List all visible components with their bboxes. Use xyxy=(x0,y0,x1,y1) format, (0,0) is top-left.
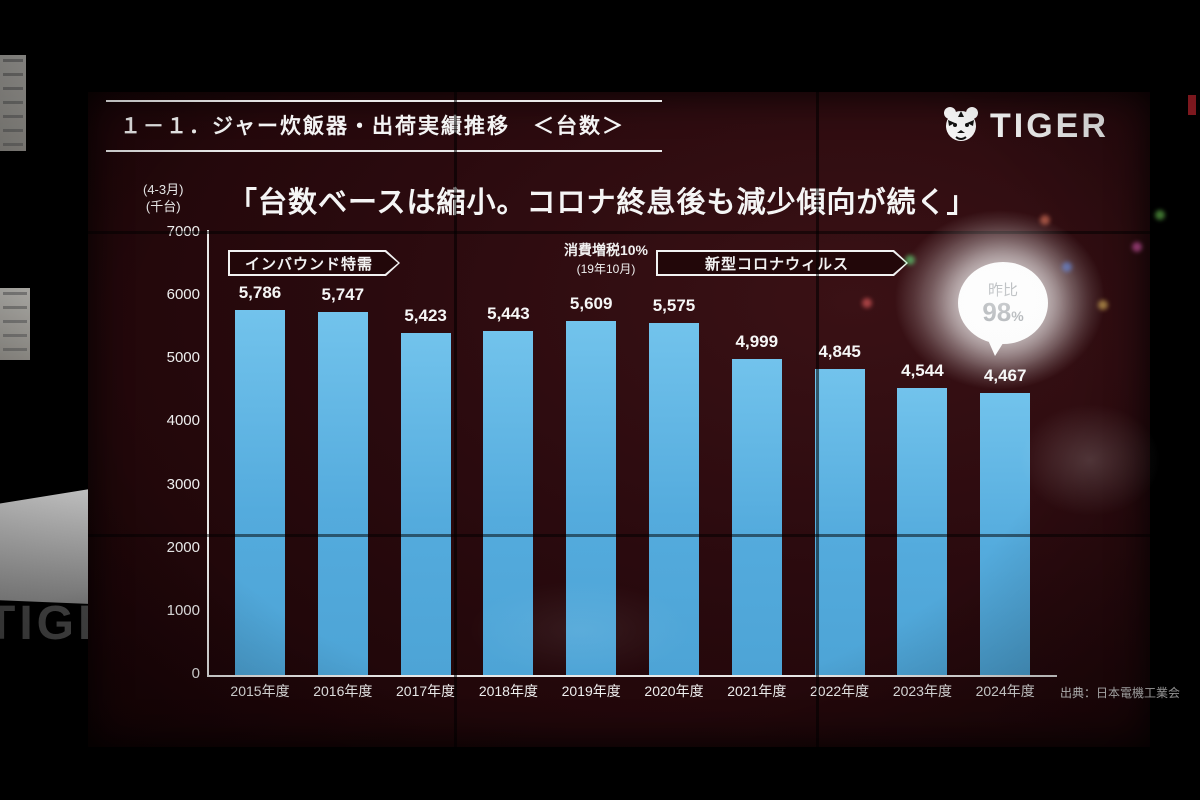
bar xyxy=(317,312,368,675)
bar xyxy=(897,388,948,675)
source-credit: 出典：日本電機工業会 xyxy=(1060,686,1181,700)
bar-value-label: 4,467 xyxy=(983,365,1027,385)
callout-inbound-label: インバウンド特需 xyxy=(244,255,373,273)
bar-value-label: 5,786 xyxy=(238,282,282,302)
bar-value-label: 5,575 xyxy=(652,295,696,315)
x-category-label: 2023年度 xyxy=(892,683,952,699)
x-category-label: 2018年度 xyxy=(478,683,538,699)
x-category-label: 2019年度 xyxy=(561,683,621,699)
callout-corona: 新型コロナウィルス xyxy=(656,250,908,276)
bar-value-label: 5,443 xyxy=(487,304,530,324)
bar-value-label: 5,747 xyxy=(321,285,365,305)
x-category-label: 2021年度 xyxy=(727,683,787,699)
panel-seam-vertical xyxy=(816,92,819,747)
bar-value-label: 4,845 xyxy=(818,342,861,362)
y-tick-label: 1000 xyxy=(166,601,200,619)
bar xyxy=(649,322,699,675)
x-category-label: 2015年度 xyxy=(230,683,290,699)
bar xyxy=(731,359,782,675)
bar xyxy=(483,331,534,675)
callout-tax-increase: 消費増税10% (19年10月) xyxy=(536,240,676,277)
bubble-value: 98% xyxy=(982,296,1024,327)
panel-seam-vertical xyxy=(454,92,457,747)
y-axis-line xyxy=(207,230,209,677)
bar xyxy=(235,309,285,675)
bubble-tail xyxy=(988,340,1005,356)
bar-value-label: 5,609 xyxy=(569,293,613,313)
x-category-label: 2024年度 xyxy=(975,683,1035,699)
y-tick-label: 3000 xyxy=(166,475,200,493)
tax-note-line1: 消費増税10% xyxy=(563,242,649,258)
bar-value-label: 4,544 xyxy=(901,361,944,381)
y-tick-label: 2000 xyxy=(166,538,200,556)
bar xyxy=(566,320,617,675)
year-over-year-bubble: 昨比 98% xyxy=(958,262,1048,344)
callout-corona-label: 新型コロナウィルス xyxy=(704,255,849,273)
tax-note-line2: (19年10月) xyxy=(576,262,636,276)
bar-value-label: 4,999 xyxy=(735,332,779,352)
x-category-label: 2016年度 xyxy=(313,683,373,699)
y-tick-label: 4000 xyxy=(166,412,200,430)
bar xyxy=(814,369,865,675)
x-category-label: 2022年度 xyxy=(810,683,870,699)
x-axis-line xyxy=(207,675,1057,677)
panel-seam-horizontal xyxy=(88,231,1150,234)
y-tick-label: 5000 xyxy=(166,349,200,367)
bar xyxy=(400,332,451,675)
panel-seam-horizontal xyxy=(88,534,1150,537)
x-category-label: 2017年度 xyxy=(396,683,456,699)
y-tick-label: 0 xyxy=(191,665,200,682)
callout-inbound-demand: インバウンド特需 xyxy=(228,250,400,276)
y-tick-label: 6000 xyxy=(166,286,200,304)
x-category-label: 2020年度 xyxy=(644,683,704,699)
